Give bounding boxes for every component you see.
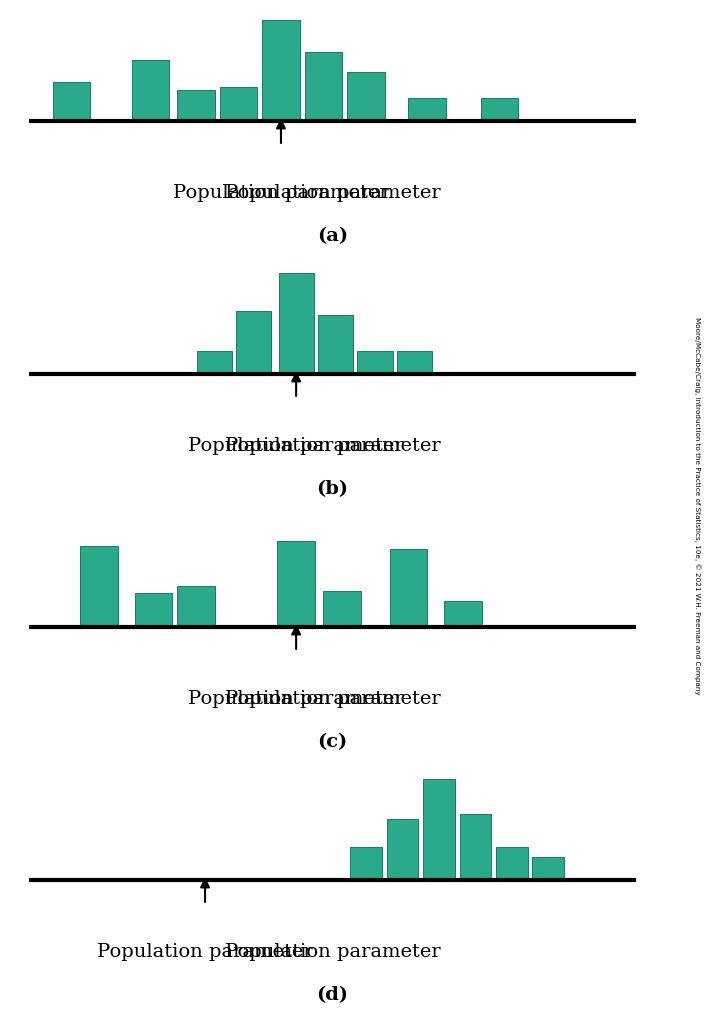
Bar xyxy=(350,847,382,880)
Text: Population parameter: Population parameter xyxy=(225,942,440,960)
Bar xyxy=(397,352,432,374)
Text: Moore/McCabe/Craig, Introduction to the Practice of Statistics, 10e, © 2021 W.H.: Moore/McCabe/Craig, Introduction to the … xyxy=(694,316,701,695)
Text: Population parameter: Population parameter xyxy=(97,942,313,960)
Bar xyxy=(262,20,300,121)
Bar xyxy=(318,315,354,374)
Bar xyxy=(496,847,528,880)
Text: Population parameter: Population parameter xyxy=(225,437,440,455)
Bar xyxy=(197,352,232,374)
Bar xyxy=(53,83,90,121)
Bar xyxy=(278,541,315,627)
Bar xyxy=(390,549,427,627)
Text: Population parameter: Population parameter xyxy=(225,184,440,202)
Bar xyxy=(481,99,518,121)
Bar xyxy=(177,91,215,121)
Bar xyxy=(387,819,418,880)
Bar xyxy=(460,814,491,880)
Bar xyxy=(347,73,385,121)
Bar xyxy=(445,602,482,627)
Bar xyxy=(423,778,455,880)
Text: Population parameter: Population parameter xyxy=(225,690,440,708)
Bar xyxy=(532,857,564,880)
Text: Population parameter: Population parameter xyxy=(188,690,404,708)
Text: (c): (c) xyxy=(317,732,348,750)
Bar xyxy=(304,53,342,121)
Text: Population parameter: Population parameter xyxy=(188,437,404,455)
Bar xyxy=(236,311,271,374)
Bar xyxy=(278,273,314,374)
Bar xyxy=(80,546,118,627)
Text: (d): (d) xyxy=(317,985,348,1003)
Bar xyxy=(220,88,257,121)
Bar xyxy=(357,352,393,374)
Bar xyxy=(132,61,169,121)
Bar xyxy=(323,591,361,627)
Text: Population parameter: Population parameter xyxy=(173,184,389,202)
Bar xyxy=(134,593,172,627)
Text: (b): (b) xyxy=(317,479,348,497)
Bar xyxy=(177,586,215,627)
Text: (a): (a) xyxy=(317,226,348,245)
Bar xyxy=(408,99,445,121)
